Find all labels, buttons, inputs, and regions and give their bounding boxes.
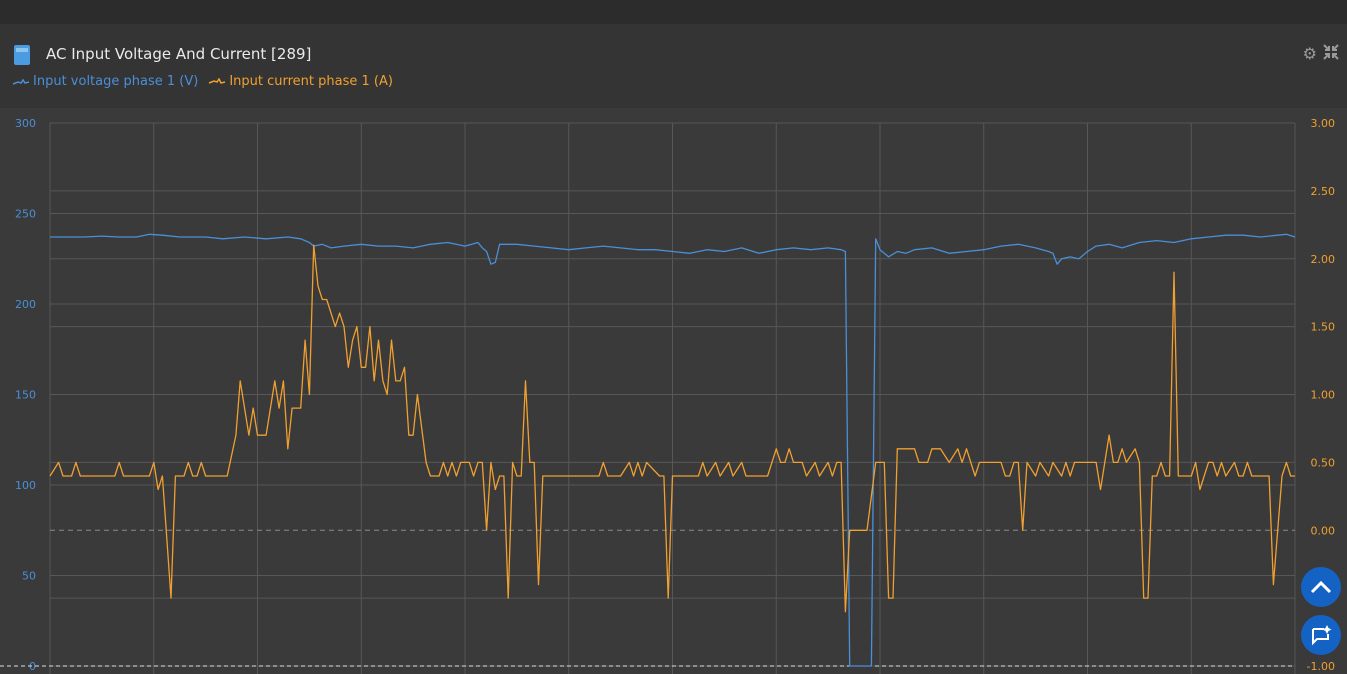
legend-item-current[interactable]: Input current phase 1 (A) [208,74,393,89]
y-left-tick-label: 100 [15,479,36,492]
y-left-tick-label: 0 [29,660,36,673]
chart-legend: Input voltage phase 1 (V) Input current … [12,74,393,89]
legend-label-voltage: Input voltage phase 1 (V) [33,74,199,89]
y-right-tick-label: 3.00 [1311,117,1336,130]
line-marker-icon [209,77,226,84]
y-right-tick-label: 2.00 [1311,253,1336,266]
widget-header: AC Input Voltage And Current [289] Input… [0,24,1347,108]
gear-icon[interactable]: ⚙ [1302,44,1317,63]
y-right-tick-label: -1.00 [1307,660,1335,673]
current-series-line [49,244,1295,613]
legend-label-current: Input current phase 1 (A) [229,74,393,89]
collapse-arrows-icon[interactable] [1323,44,1339,64]
scroll-top-button[interactable] [1301,567,1341,607]
chart-plot: 300 250 200 150 100 50 0 3.00 2.50 2.00 1.50 1.00 0.… [0,117,1336,674]
line-marker-icon [12,78,30,85]
inverter-device-icon [14,45,30,65]
y-left-tick-label: 300 [15,117,36,130]
y-right-tick-label: 2.50 [1311,185,1336,198]
y-left-tick-label: 200 [15,298,36,311]
top-bar [0,0,1347,24]
y-right-tick-label: 1.50 [1311,321,1336,334]
legend-item-voltage[interactable]: Input voltage phase 1 (V) [12,74,198,89]
feedback-button[interactable] [1301,615,1341,655]
y-left-tick-label: 150 [15,389,36,402]
y-left-tick-label: 250 [15,208,36,221]
voltage-series-line [50,233,1296,667]
y-left-tick-label: 50 [22,570,36,583]
chat-sparkle-icon [1312,625,1332,646]
y-right-tick-label: 1.00 [1311,389,1336,402]
chevron-up-icon [1310,580,1332,594]
y-right-tick-label: 0.50 [1311,456,1336,469]
widget-title: AC Input Voltage And Current [289] [46,45,312,63]
y-right-tick-label: 0.00 [1311,524,1336,537]
